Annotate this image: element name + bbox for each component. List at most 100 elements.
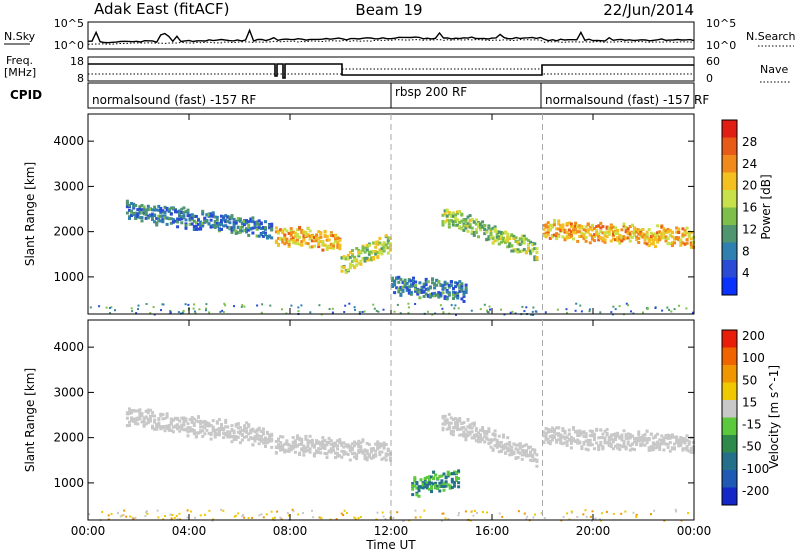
echo-cell bbox=[590, 237, 594, 241]
echo-cell bbox=[630, 223, 634, 227]
nave-right-tick-bottom: 0 bbox=[706, 72, 713, 85]
echo-cell bbox=[134, 211, 138, 215]
echo-cell bbox=[633, 227, 636, 231]
clutter-cell bbox=[276, 510, 279, 513]
freq-panel-frame bbox=[87, 56, 695, 82]
echo-cell bbox=[497, 235, 501, 239]
echo-cell bbox=[460, 212, 464, 216]
echo-cell bbox=[595, 225, 599, 229]
echo-cell bbox=[194, 431, 198, 435]
clutter-cell bbox=[521, 305, 524, 308]
echo-cell bbox=[450, 477, 454, 481]
echo-cell bbox=[257, 226, 261, 230]
echo-cell bbox=[454, 213, 457, 217]
echo-cell bbox=[563, 436, 567, 439]
echo-cell bbox=[157, 204, 161, 208]
echo-cell bbox=[446, 472, 450, 476]
echo-cell bbox=[586, 230, 590, 234]
echo-cell bbox=[380, 443, 384, 447]
clutter-cell bbox=[358, 311, 361, 313]
echo-cell bbox=[553, 428, 556, 432]
echo-cell bbox=[209, 431, 213, 435]
echo-cell bbox=[550, 223, 554, 227]
clutter-cell bbox=[488, 305, 491, 308]
echo-cell bbox=[518, 446, 522, 450]
echo-cell bbox=[142, 212, 146, 216]
echo-cell bbox=[548, 440, 552, 443]
echo-cell bbox=[479, 223, 482, 227]
echo-cell bbox=[542, 234, 546, 238]
echo-cell bbox=[510, 244, 514, 248]
echo-cell bbox=[376, 251, 380, 255]
echo-cell bbox=[518, 451, 522, 455]
echo-cell bbox=[255, 433, 259, 437]
echo-cell bbox=[353, 266, 357, 270]
echo-cell bbox=[138, 417, 142, 420]
echo-cell bbox=[296, 434, 299, 438]
echo-cell bbox=[213, 220, 217, 223]
echo-cell bbox=[491, 447, 495, 451]
echo-cell bbox=[483, 430, 487, 433]
clutter-cell bbox=[469, 519, 472, 522]
echo-cell bbox=[310, 245, 314, 249]
echo-cell bbox=[548, 224, 552, 227]
echo-cell bbox=[279, 444, 283, 448]
echo-cell bbox=[643, 436, 647, 440]
echo-cell bbox=[452, 480, 456, 484]
echo-cell bbox=[605, 441, 609, 445]
echo-cell bbox=[355, 457, 359, 461]
echo-cell bbox=[666, 442, 670, 446]
echo-cell bbox=[635, 443, 639, 446]
echo-cell bbox=[319, 239, 323, 243]
clutter-cell bbox=[241, 304, 244, 307]
echo-cell bbox=[153, 205, 157, 209]
echo-cell bbox=[224, 421, 228, 425]
echo-cell bbox=[171, 418, 175, 422]
echo-cell bbox=[628, 239, 632, 243]
echo-cell bbox=[293, 235, 297, 239]
clutter-cell bbox=[678, 304, 680, 307]
time-axis: 00:00 04:00 08:00 12:00 16:00 20:00 00:00 bbox=[71, 524, 712, 538]
echo-cell bbox=[546, 233, 550, 237]
echo-cell bbox=[146, 420, 150, 424]
echo-cell bbox=[277, 242, 280, 246]
echo-cell bbox=[325, 452, 329, 456]
echo-cell bbox=[456, 296, 460, 300]
velocity-colorbar-swatch bbox=[722, 330, 737, 348]
echo-cell bbox=[148, 207, 152, 211]
echo-cell bbox=[388, 244, 392, 248]
echo-cell bbox=[182, 420, 186, 424]
echo-cell bbox=[413, 484, 417, 488]
echo-cell bbox=[165, 426, 169, 430]
echo-cell bbox=[485, 437, 489, 441]
clutter-cell bbox=[241, 515, 244, 518]
clutter-cell bbox=[256, 304, 259, 307]
echo-cell bbox=[238, 226, 242, 229]
clutter-cell bbox=[635, 516, 638, 519]
echo-cell bbox=[264, 226, 267, 230]
echo-cell bbox=[331, 449, 335, 453]
clutter-cell bbox=[426, 310, 429, 313]
echo-cell bbox=[412, 280, 415, 284]
clutter-cell bbox=[169, 309, 172, 312]
echo-cell bbox=[443, 286, 447, 290]
echo-cell bbox=[544, 225, 548, 229]
echo-cell bbox=[197, 227, 200, 231]
echo-cell bbox=[660, 438, 664, 442]
echo-cell bbox=[504, 445, 508, 449]
echo-cell bbox=[580, 431, 584, 435]
echo-cell bbox=[474, 222, 478, 226]
x-tick-label: 16:00 bbox=[475, 524, 510, 538]
clutter-cell bbox=[509, 311, 512, 314]
echo-cell bbox=[460, 227, 464, 231]
echo-cell bbox=[197, 420, 200, 424]
echo-cell bbox=[555, 227, 559, 231]
echo-cell bbox=[662, 442, 666, 446]
echo-cell bbox=[611, 225, 615, 229]
echo-cell bbox=[361, 248, 365, 252]
echo-cell bbox=[641, 443, 645, 447]
echo-cell bbox=[228, 431, 232, 435]
echo-cell bbox=[391, 283, 394, 287]
echo-cell bbox=[251, 219, 255, 223]
